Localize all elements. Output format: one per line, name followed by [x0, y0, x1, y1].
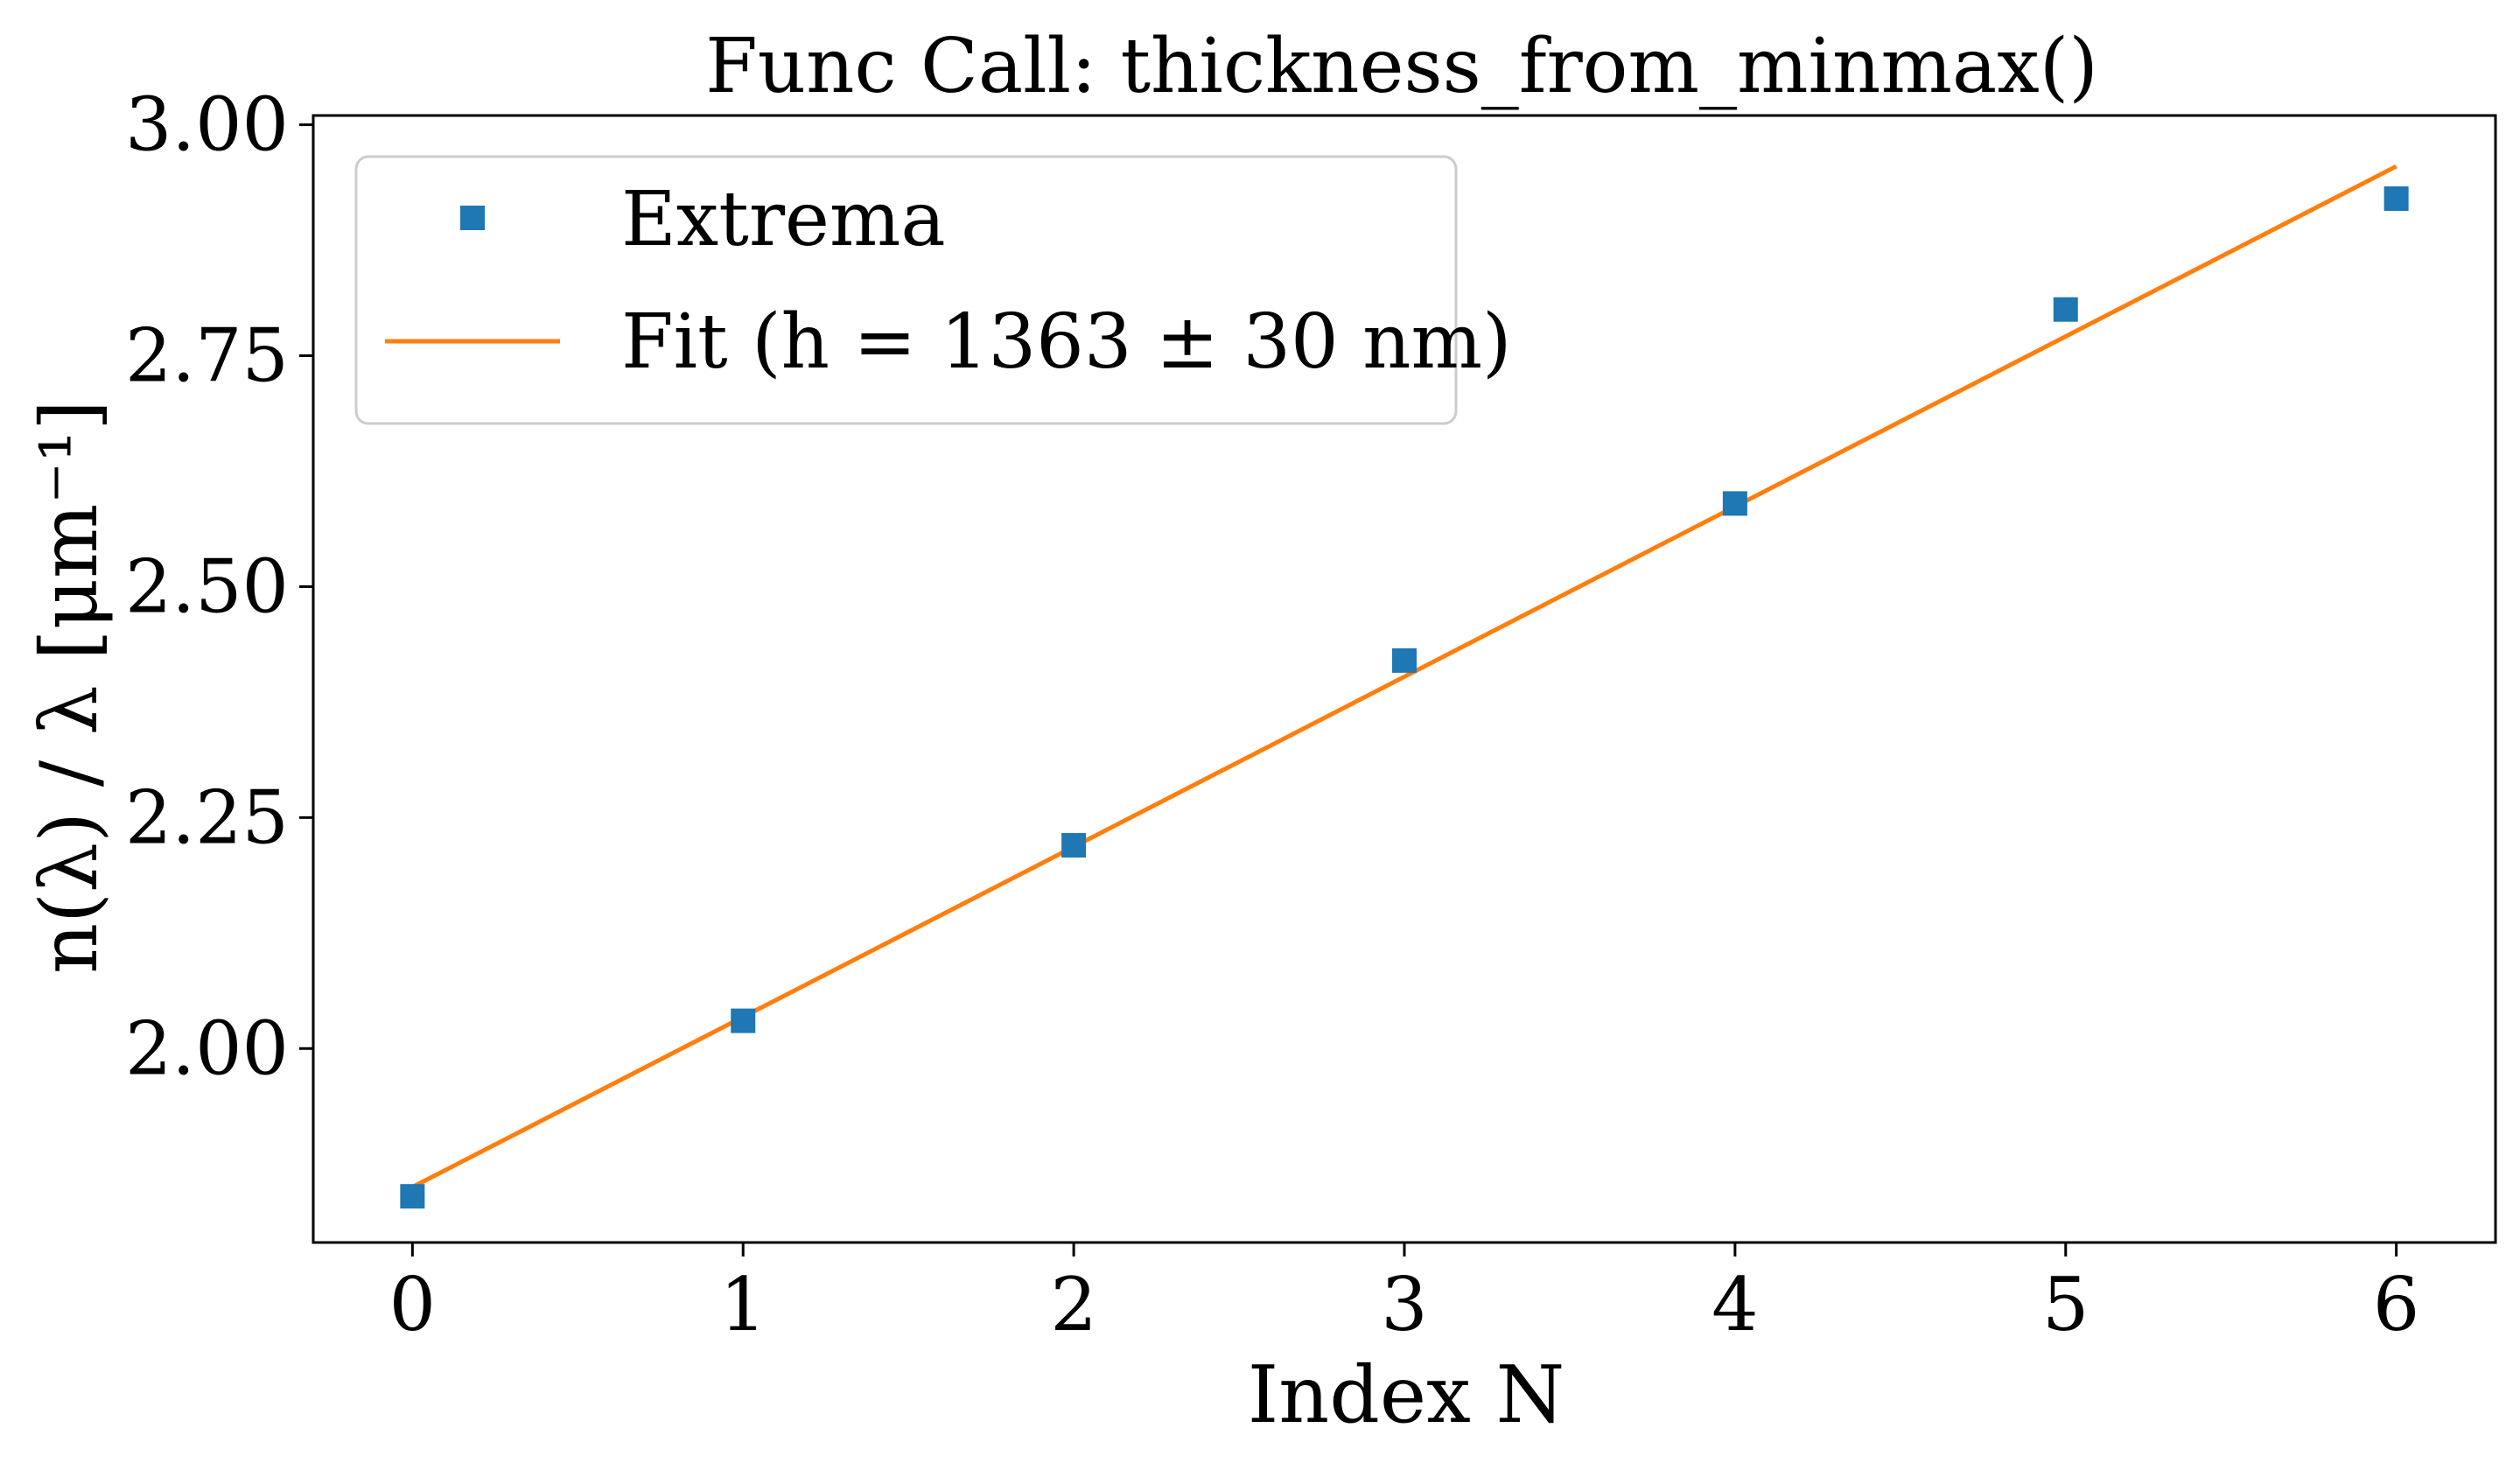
extrema-point	[731, 1008, 756, 1033]
x-tick-label: 3	[1381, 1262, 1427, 1348]
x-tick-label: 5	[2042, 1262, 2089, 1348]
y-tick-label: 3.00	[125, 82, 289, 168]
x-tick-label: 0	[389, 1262, 436, 1348]
extrema-point	[2053, 297, 2078, 322]
extrema-point	[2384, 186, 2409, 212]
x-tick-label: 6	[2373, 1262, 2419, 1348]
legend: Extrema Fit (h = 1363 ± 30 nm)	[354, 155, 1512, 425]
extrema-point	[1722, 491, 1747, 516]
x-tick-label: 1	[720, 1262, 766, 1348]
extrema-point	[400, 1184, 425, 1209]
legend-frame	[354, 155, 1458, 425]
extrema-point	[1392, 648, 1417, 673]
extrema-points-layer	[400, 186, 2409, 1209]
x-axis-ticks: 0 1 2 3 4 5 6	[389, 1242, 2419, 1348]
legend-label-fit: Fit (h = 1363 ± 30 nm)	[621, 298, 1512, 386]
legend-marker-extrema	[460, 206, 485, 230]
x-tick-label: 4	[1712, 1262, 1758, 1348]
y-tick-label: 2.50	[125, 543, 289, 629]
extrema-point	[1061, 833, 1087, 858]
y-axis-title: n(λ) / λ [μm⁻¹]	[24, 400, 116, 974]
y-tick-label: 2.25	[125, 774, 289, 860]
x-axis-title: Index N	[1248, 1349, 1565, 1441]
x-tick-label: 2	[1050, 1262, 1096, 1348]
legend-label-extrema: Extrema	[621, 176, 946, 263]
y-axis-ticks: 2.00 2.25 2.50 2.75 3.00	[125, 82, 313, 1091]
chart-title: Func Call: thickness_from_minmax()	[705, 23, 2098, 110]
y-tick-label: 2.00	[125, 1005, 289, 1091]
y-tick-label: 2.75	[125, 312, 289, 398]
